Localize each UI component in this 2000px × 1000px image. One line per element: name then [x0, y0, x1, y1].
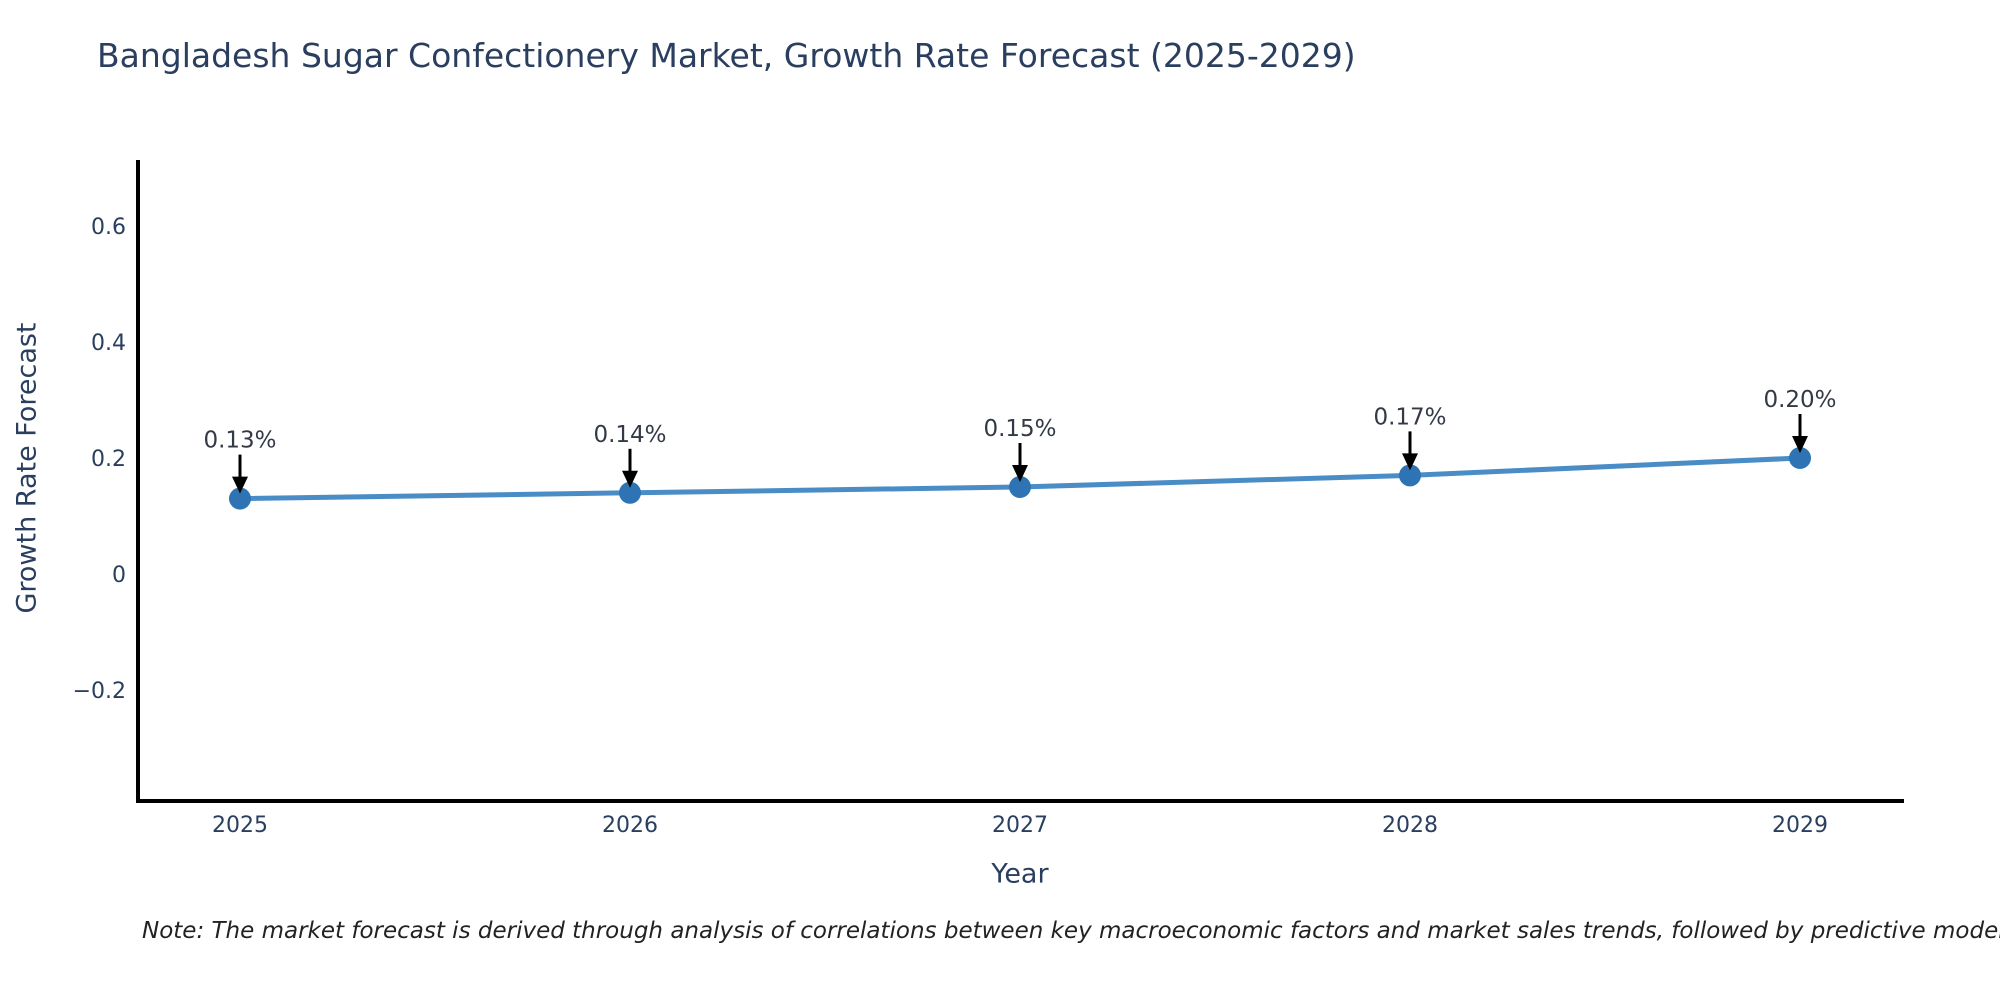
data-point-marker	[229, 487, 251, 510]
footnote-text: Note: The market forecast is derived thr…	[142, 918, 2000, 944]
annotation-label: 0.20%	[1763, 387, 1836, 413]
data-point-marker	[1009, 476, 1031, 498]
annotation-arrowhead	[1402, 453, 1418, 471]
annotation-label: 0.17%	[1373, 404, 1446, 430]
x-tick-label: 2026	[602, 813, 658, 838]
chart-title: Bangladesh Sugar Confectionery Market, G…	[97, 36, 1356, 75]
y-tick-label: 0	[112, 563, 126, 588]
y-tick-label: 0.4	[91, 331, 126, 356]
annotation-label: 0.15%	[983, 416, 1056, 442]
y-axis-title: Growth Rate Forecast	[11, 322, 43, 614]
y-tick-label: −0.2	[73, 679, 126, 704]
annotation-arrowhead	[622, 470, 638, 488]
y-tick-label: 0.2	[91, 447, 126, 472]
data-point-marker	[619, 481, 641, 504]
annotation-arrowhead	[1792, 436, 1808, 453]
data-point-marker	[1789, 447, 1811, 469]
data-point-marker	[1399, 464, 1421, 487]
annotation-arrowhead	[232, 476, 248, 494]
annotation-arrowhead	[1012, 465, 1028, 482]
y-tick-label: 0.6	[91, 215, 126, 240]
x-tick-label: 2027	[992, 813, 1048, 838]
x-axis-title: Year	[991, 858, 1049, 890]
x-tick-label: 2029	[1772, 813, 1828, 838]
x-tick-label: 2028	[1382, 813, 1438, 838]
annotation-label: 0.14%	[593, 422, 666, 448]
annotation-label: 0.13%	[203, 428, 276, 454]
x-tick-label: 2025	[212, 813, 268, 838]
